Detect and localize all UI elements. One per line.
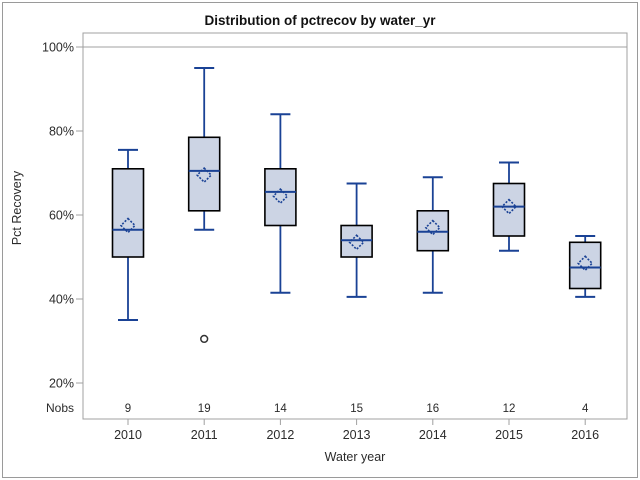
- x-tick-label: 2010: [114, 428, 142, 442]
- x-tick-label: 2012: [266, 428, 294, 442]
- mean-diamond: [119, 217, 137, 234]
- x-axis-title: Water year: [324, 450, 386, 464]
- x-tick-label: 2015: [495, 428, 523, 442]
- iqr-box: [264, 168, 297, 227]
- nobs-row-label: Nobs: [45, 401, 74, 415]
- y-tick-label: 80%: [49, 125, 74, 139]
- x-tick-label: 2011: [191, 428, 218, 442]
- iqr-box: [568, 241, 602, 290]
- nobs-value: 15: [350, 403, 363, 415]
- chart-title: Distribution of pctrecov by water_yr: [204, 13, 436, 28]
- mean-diamond: [424, 219, 441, 236]
- iqr-box: [416, 210, 450, 252]
- iqr-box: [111, 168, 145, 258]
- mean-diamond: [577, 255, 594, 272]
- plot-frame: [82, 32, 628, 420]
- nobs-value: 14: [274, 403, 287, 415]
- x-tick-label: 2014: [419, 428, 447, 442]
- nobs-value: 9: [125, 403, 131, 415]
- iqr-box: [340, 224, 373, 258]
- nobs-value: 19: [198, 403, 211, 415]
- y-tick-label: 40%: [49, 293, 74, 307]
- outlier-point: [200, 334, 209, 344]
- mean-diamond: [272, 187, 289, 205]
- x-tick-label: 2016: [571, 428, 599, 442]
- y-tick-label: 20%: [49, 377, 74, 391]
- nobs-value: 16: [426, 403, 439, 415]
- nobs-value: 12: [503, 403, 516, 415]
- x-tick-label: 2013: [343, 428, 371, 442]
- nobs-value: 4: [582, 403, 589, 415]
- y-tick-label: 100%: [42, 41, 74, 55]
- iqr-box: [187, 136, 221, 212]
- y-tick-label: 60%: [49, 209, 74, 223]
- mean-diamond: [348, 234, 365, 251]
- iqr-box: [492, 182, 526, 237]
- mean-diamond: [500, 198, 518, 215]
- mean-diamond: [196, 166, 213, 184]
